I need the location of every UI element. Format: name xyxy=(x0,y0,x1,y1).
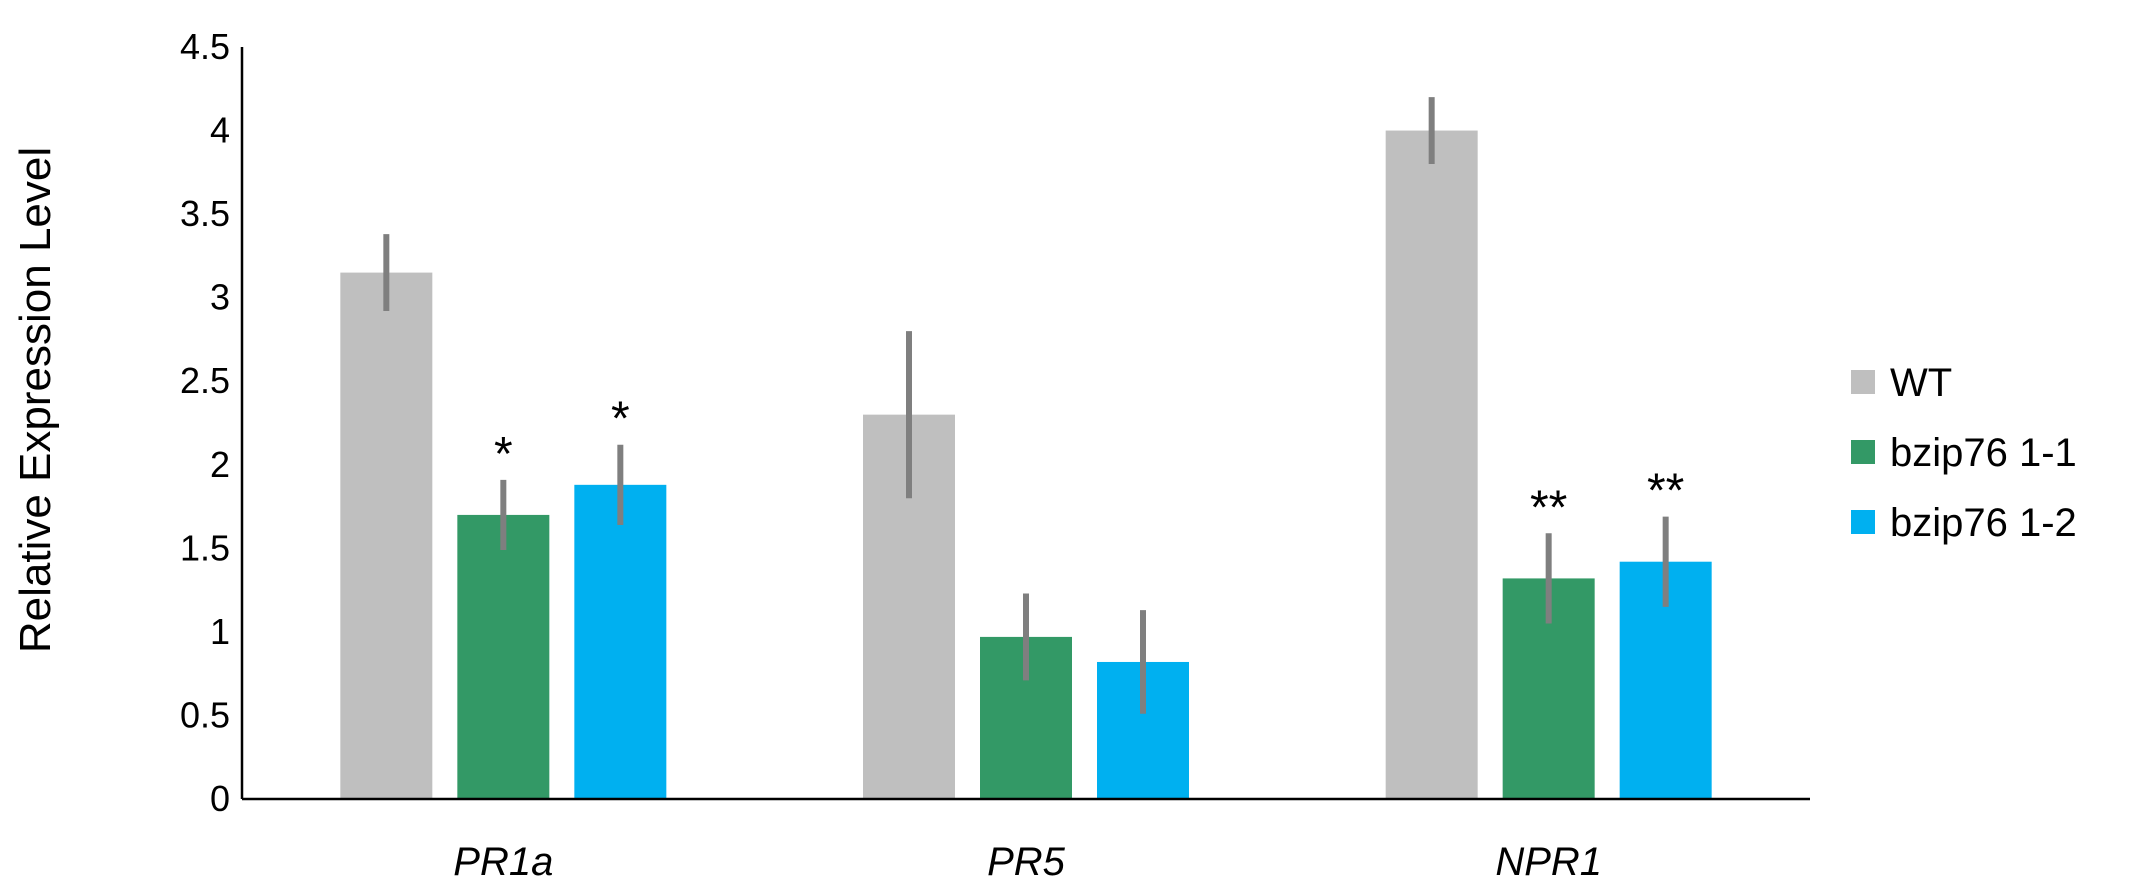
significance-label: * xyxy=(611,393,630,446)
bar xyxy=(340,272,433,800)
x-category-label: PR1a xyxy=(453,840,553,884)
bar xyxy=(574,484,667,799)
y-tick-label: 2 xyxy=(210,444,230,485)
significance-label: ** xyxy=(1647,465,1684,518)
y-tick-label: 4.5 xyxy=(180,26,230,67)
legend-label: bzip76 1-2 xyxy=(1890,501,2077,545)
y-tick-label: 0.5 xyxy=(180,694,230,735)
x-category-label: NPR1 xyxy=(1495,840,1602,884)
y-tick-label: 4 xyxy=(210,110,230,151)
significance-label: * xyxy=(494,428,513,481)
legend-swatch xyxy=(1851,510,1875,534)
bar xyxy=(1385,130,1478,800)
y-tick-label: 0 xyxy=(210,778,230,819)
y-tick-label: 3 xyxy=(210,277,230,318)
y-axis-ticks: 0 0.5 1 1.5 2 2.5 3 3.5 4 4.5 xyxy=(180,26,230,819)
y-tick-label: 3.5 xyxy=(180,193,230,234)
legend-label: WT xyxy=(1890,361,1952,405)
bars xyxy=(340,130,1712,800)
error-bars xyxy=(383,97,1669,714)
legend-swatch xyxy=(1851,370,1875,394)
x-category-label: PR5 xyxy=(987,840,1066,884)
y-axis-title: Relative Expression Level xyxy=(11,147,60,653)
legend: WT bzip76 1-1 bzip76 1-2 xyxy=(1851,361,2077,545)
significance-labels: **** ** xyxy=(494,393,1684,535)
y-tick-label: 1 xyxy=(210,611,230,652)
legend-label: bzip76 1-1 xyxy=(1890,431,2077,475)
y-tick-label: 2.5 xyxy=(180,360,230,401)
legend-swatch xyxy=(1851,440,1875,464)
significance-label: ** xyxy=(1530,481,1567,534)
bar xyxy=(457,514,550,799)
y-tick-label: 1.5 xyxy=(180,527,230,568)
x-axis-category-labels: PR1a PR5 NPR1 xyxy=(453,840,1602,884)
